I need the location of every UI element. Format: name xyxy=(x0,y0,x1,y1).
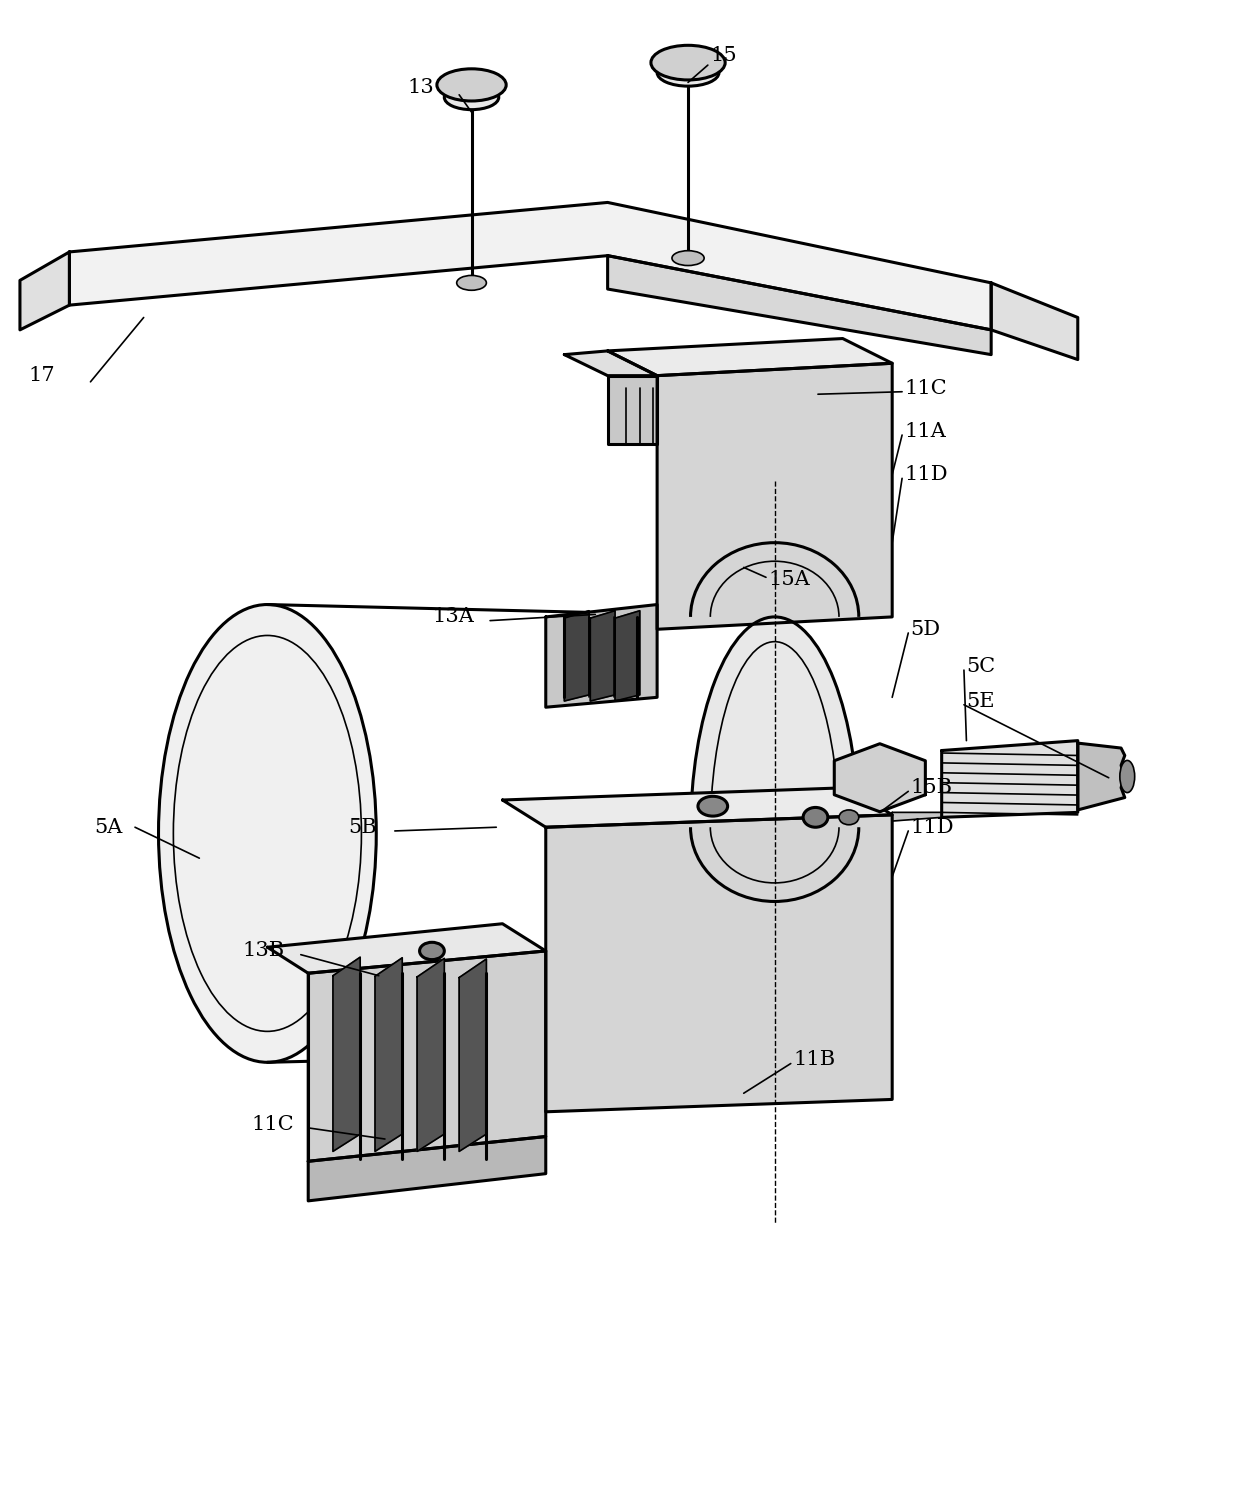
Polygon shape xyxy=(608,256,991,354)
Polygon shape xyxy=(608,375,657,444)
Polygon shape xyxy=(502,788,893,827)
Polygon shape xyxy=(69,202,991,330)
Polygon shape xyxy=(309,1137,546,1200)
Ellipse shape xyxy=(804,807,828,827)
Ellipse shape xyxy=(698,797,728,816)
Ellipse shape xyxy=(672,250,704,265)
Ellipse shape xyxy=(444,84,498,110)
Polygon shape xyxy=(835,744,925,812)
Ellipse shape xyxy=(657,59,719,86)
Text: 15B: 15B xyxy=(910,779,952,797)
Polygon shape xyxy=(941,741,1078,818)
Polygon shape xyxy=(334,958,360,1152)
Polygon shape xyxy=(546,815,893,1111)
Polygon shape xyxy=(608,339,893,375)
Text: 11D: 11D xyxy=(910,818,955,837)
Ellipse shape xyxy=(839,810,859,825)
Text: 5C: 5C xyxy=(966,657,996,676)
Polygon shape xyxy=(268,923,546,973)
Text: 15A: 15A xyxy=(769,571,810,589)
Ellipse shape xyxy=(159,604,376,1062)
Text: 11D: 11D xyxy=(904,465,949,483)
Ellipse shape xyxy=(419,943,444,959)
Polygon shape xyxy=(309,950,546,1161)
Text: 11A: 11A xyxy=(904,422,946,441)
Polygon shape xyxy=(459,959,486,1152)
Polygon shape xyxy=(564,351,657,375)
Polygon shape xyxy=(546,604,657,708)
Text: 5B: 5B xyxy=(347,818,377,837)
Polygon shape xyxy=(1078,742,1125,810)
Text: 15: 15 xyxy=(711,45,737,65)
Ellipse shape xyxy=(1120,761,1135,792)
Text: 11C: 11C xyxy=(904,378,947,398)
Polygon shape xyxy=(991,283,1078,360)
Text: 13A: 13A xyxy=(432,607,474,626)
Polygon shape xyxy=(374,958,402,1152)
Ellipse shape xyxy=(456,276,486,291)
Polygon shape xyxy=(564,611,589,700)
Ellipse shape xyxy=(691,617,859,1050)
Text: 13: 13 xyxy=(407,78,434,96)
Text: 5E: 5E xyxy=(966,691,994,711)
Ellipse shape xyxy=(436,69,506,101)
Polygon shape xyxy=(20,252,69,330)
Text: 11C: 11C xyxy=(252,1114,294,1134)
Polygon shape xyxy=(893,812,941,821)
Polygon shape xyxy=(615,611,640,700)
Text: 17: 17 xyxy=(29,366,56,386)
Polygon shape xyxy=(417,958,444,1152)
Polygon shape xyxy=(590,611,615,700)
Text: 11B: 11B xyxy=(794,1050,836,1069)
Polygon shape xyxy=(657,363,893,630)
Text: 5D: 5D xyxy=(910,620,941,639)
Text: 5A: 5A xyxy=(94,818,123,837)
Text: 13B: 13B xyxy=(243,941,285,961)
Ellipse shape xyxy=(651,45,725,80)
